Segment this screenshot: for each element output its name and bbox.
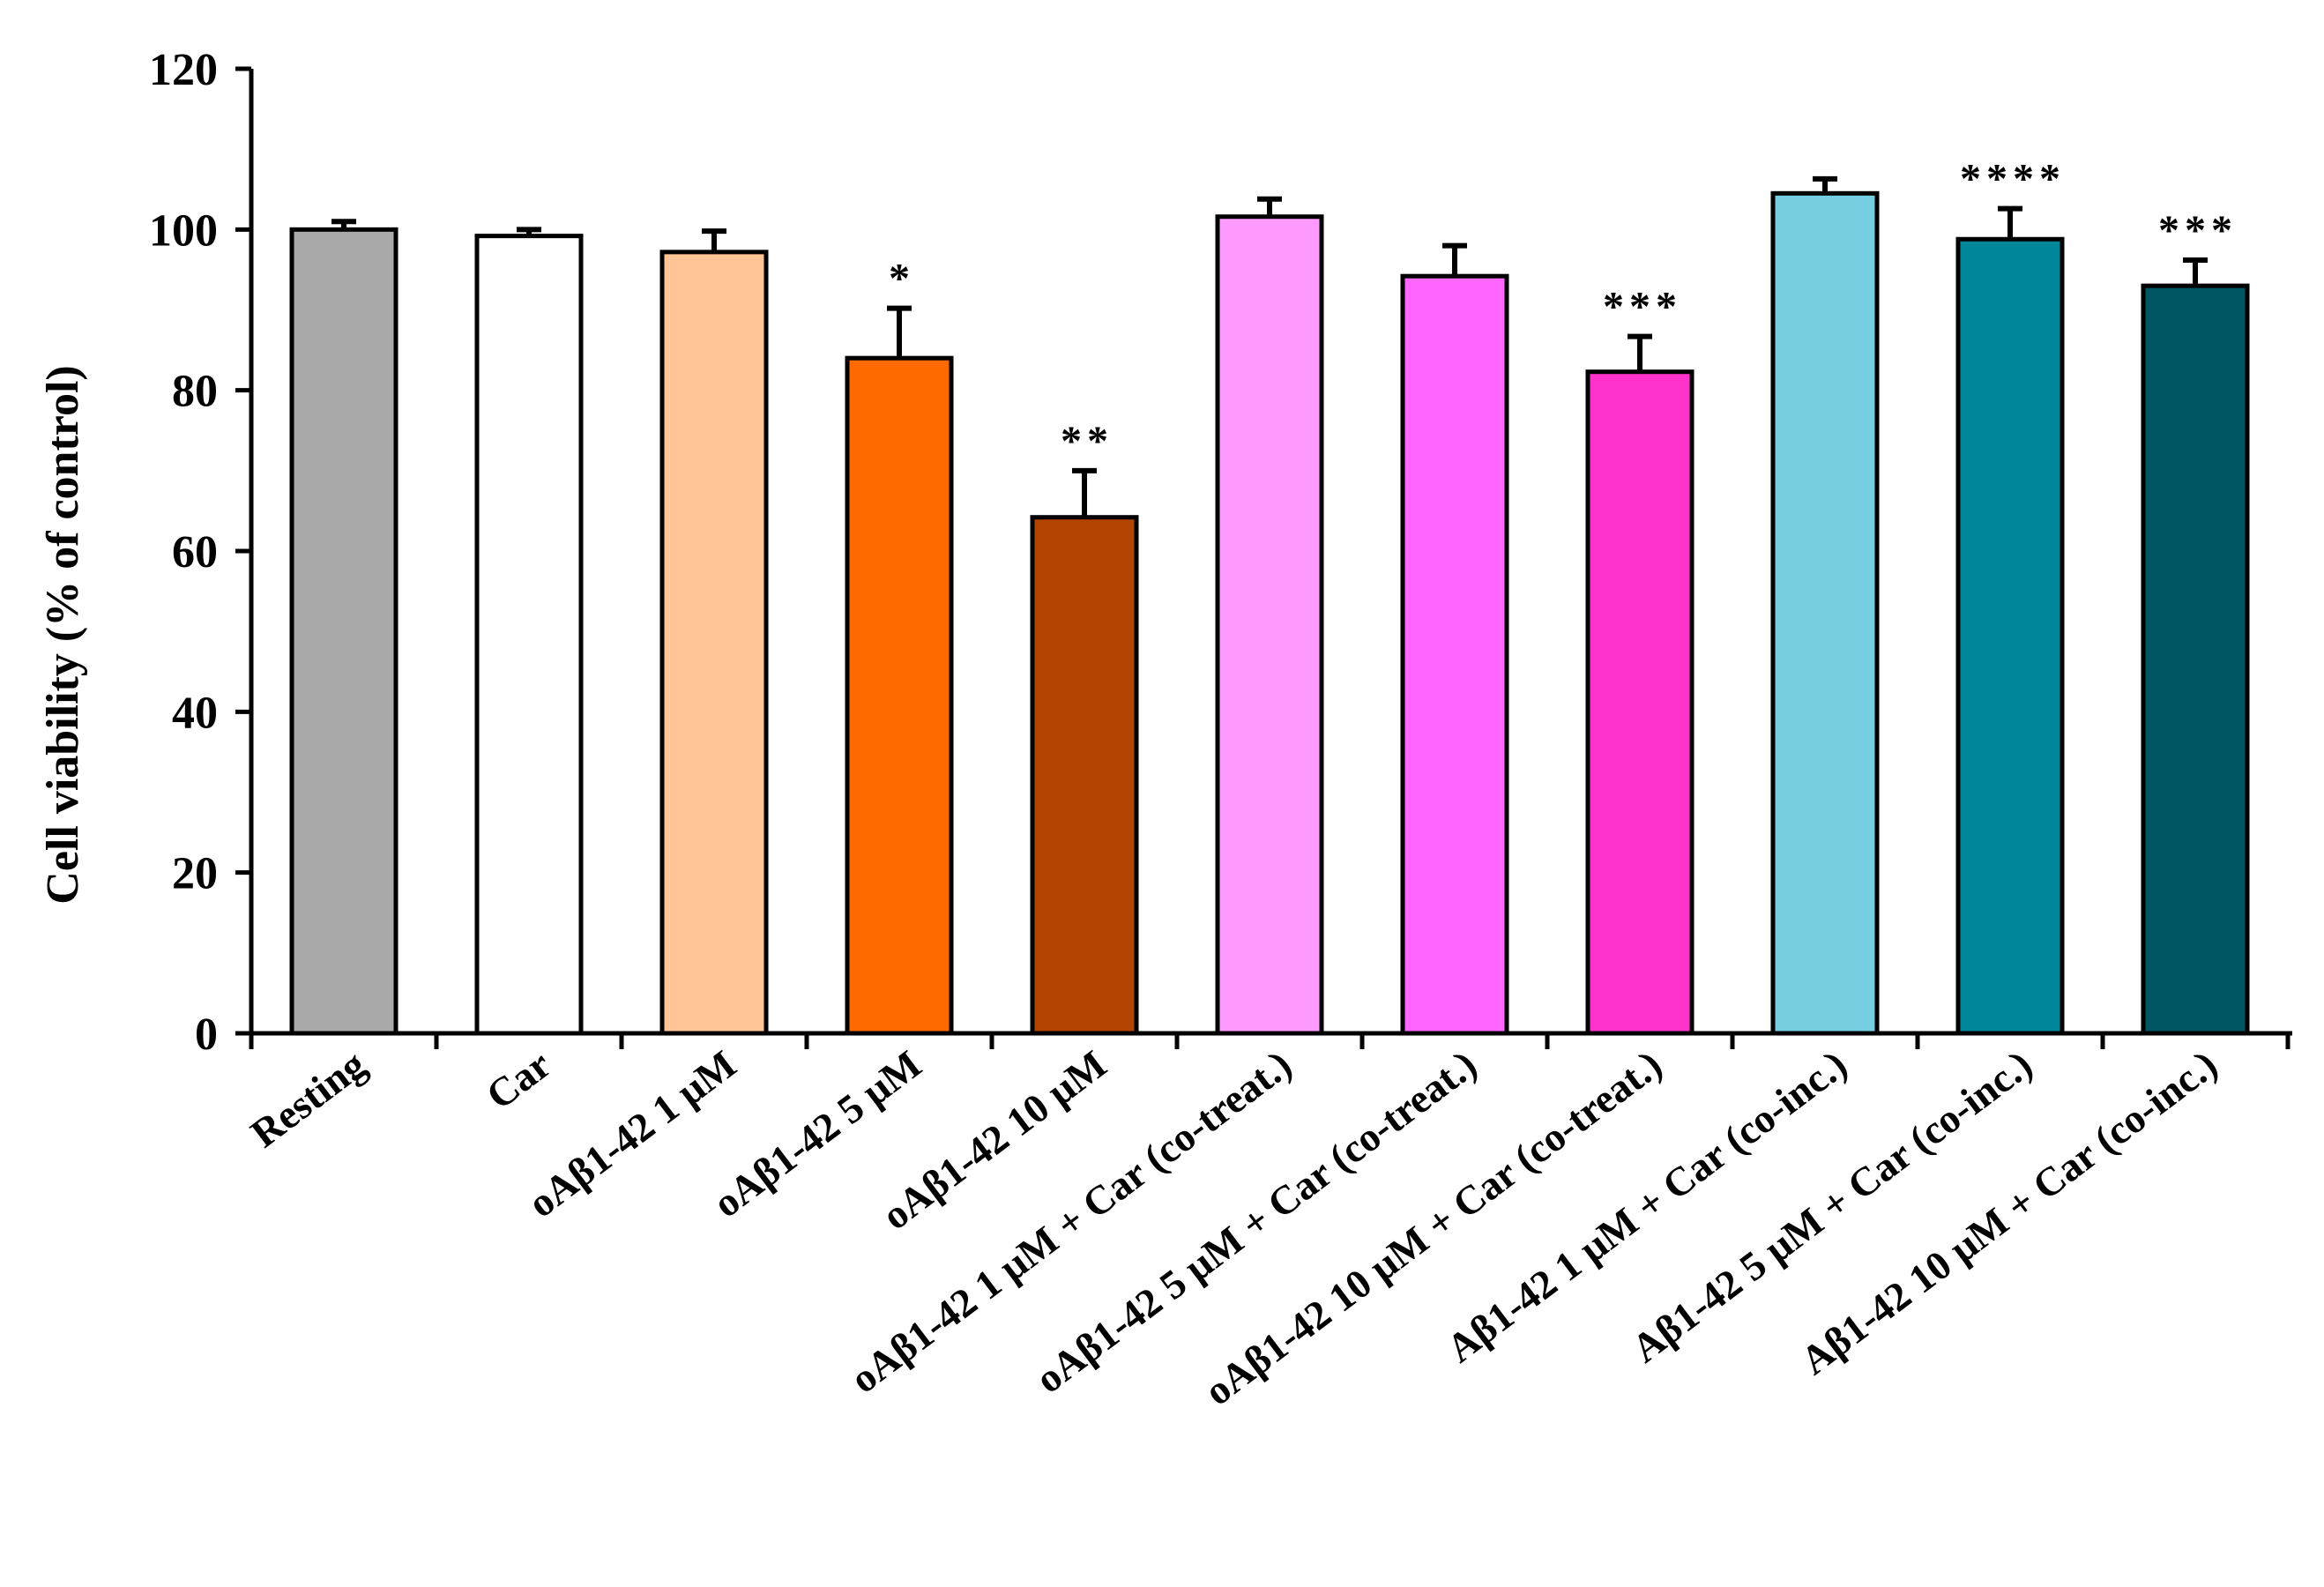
y-tick-label: 100	[149, 205, 218, 256]
y-tick-label: 60	[172, 527, 218, 577]
bars: *************	[289, 156, 2250, 1036]
bar	[1770, 190, 1880, 1036]
y-axis-title: Cell viability (% of control)	[38, 365, 88, 904]
y-tick-label: 0	[195, 1010, 218, 1060]
bar	[1030, 515, 1139, 1036]
bar	[1215, 214, 1324, 1036]
y-tick-label: 20	[172, 849, 218, 899]
bar	[1400, 273, 1509, 1036]
y-tick-label: 80	[172, 367, 218, 417]
bar	[1955, 236, 2065, 1036]
bar	[289, 227, 399, 1036]
significance-label: ***	[1603, 284, 1682, 331]
bar	[1585, 369, 1695, 1036]
category-label: Resting	[242, 1041, 374, 1156]
axes: 0 20 40 60 80 100 120	[149, 45, 2292, 1060]
bar	[2141, 283, 2250, 1036]
significance-label: ****	[1960, 156, 2066, 203]
bar	[845, 355, 954, 1036]
bar	[474, 234, 584, 1036]
significance-label: *	[889, 256, 915, 302]
bar	[659, 250, 769, 1036]
significance-label: ***	[2158, 207, 2238, 254]
significance-label: **	[1061, 418, 1114, 465]
category-label: Car	[478, 1041, 559, 1118]
y-tick-label: 120	[149, 45, 218, 95]
y-tick-label: 40	[172, 688, 218, 738]
